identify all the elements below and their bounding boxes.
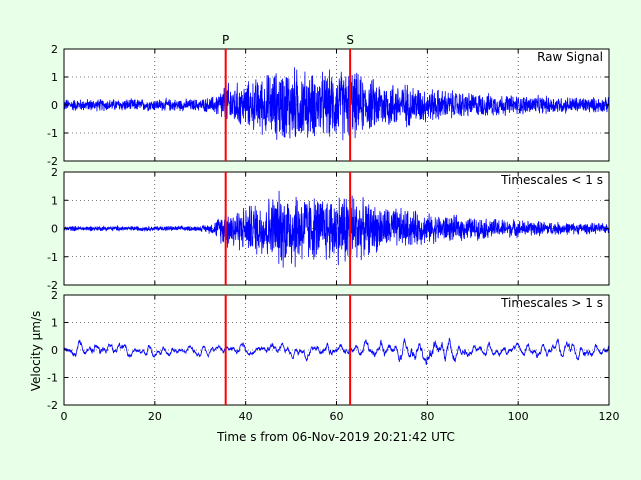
y-tick-label: 1 bbox=[51, 194, 58, 207]
y-tick-label: -1 bbox=[47, 251, 58, 264]
y-tick-label: -2 bbox=[47, 399, 58, 412]
y-tick-label: 2 bbox=[51, 43, 58, 56]
panels-group: -2 -1 0 1 2 Raw Signal -2 -1 0 1 2 Timescales < 1 s… bbox=[47, 43, 619, 423]
trace-line bbox=[64, 337, 609, 365]
phase-marker-label: P bbox=[222, 33, 229, 47]
y-tick-label: 1 bbox=[51, 71, 58, 84]
y-tick-label: -2 bbox=[47, 155, 58, 168]
x-tick-label: 0 bbox=[61, 410, 68, 423]
trace-line bbox=[64, 67, 609, 141]
y-tick-label: -1 bbox=[47, 127, 58, 140]
y-tick-label: 0 bbox=[51, 223, 58, 236]
panel-1: -2 -1 0 1 2 Raw Signal bbox=[47, 43, 610, 168]
y-tick-label: 0 bbox=[51, 344, 58, 357]
x-tick-label: 60 bbox=[330, 410, 344, 423]
y-axis-label: Velocity μm/s bbox=[29, 311, 43, 392]
y-tick-label: 2 bbox=[51, 289, 58, 302]
phase-marker-label: S bbox=[346, 33, 354, 47]
y-tick-label: 2 bbox=[51, 166, 58, 179]
y-tick-label: -1 bbox=[47, 372, 58, 385]
panel-title: Raw Signal bbox=[537, 50, 603, 64]
panel-title: Timescales < 1 s bbox=[500, 173, 603, 187]
x-tick-label: 100 bbox=[508, 410, 529, 423]
panel-2: -2 -1 0 1 2 Timescales < 1 s bbox=[47, 166, 610, 292]
x-tick-label: 20 bbox=[148, 410, 162, 423]
y-tick-label: -2 bbox=[47, 279, 58, 292]
panel-title: Timescales > 1 s bbox=[500, 296, 603, 310]
x-tick-label: 120 bbox=[599, 410, 620, 423]
trace-line bbox=[64, 190, 609, 268]
y-tick-label: 1 bbox=[51, 317, 58, 330]
x-axis-label: Time s from 06-Nov-2019 20:21:42 UTC bbox=[216, 430, 455, 444]
x-tick-label: 80 bbox=[420, 410, 434, 423]
x-tick-label: 40 bbox=[239, 410, 253, 423]
y-tick-label: 0 bbox=[51, 99, 58, 112]
